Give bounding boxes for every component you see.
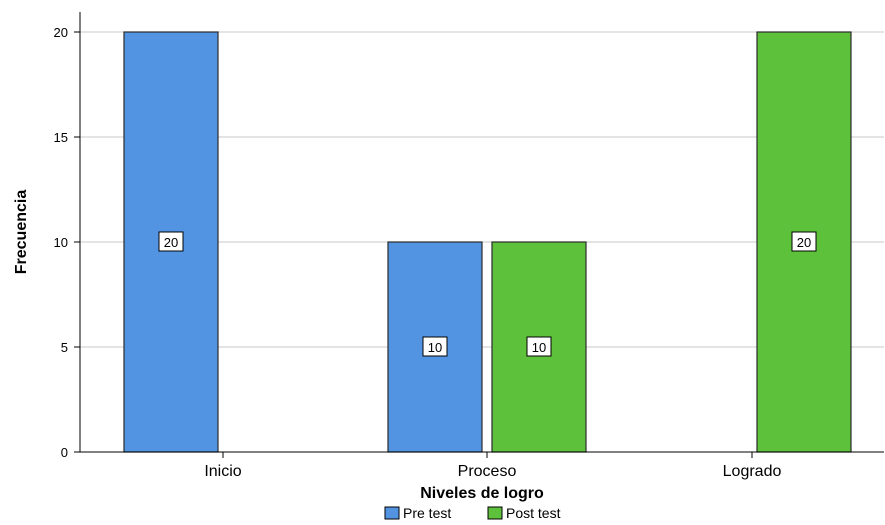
data-label-box bbox=[422, 336, 448, 357]
legend-label-post-test: Post test bbox=[506, 505, 561, 521]
data-labels: 20 10 10 20 bbox=[158, 231, 817, 357]
data-label-box bbox=[158, 231, 184, 252]
x-axis-title: Niveles de logro bbox=[420, 485, 544, 502]
data-label-box bbox=[791, 231, 817, 252]
data-label: 10 bbox=[428, 340, 442, 355]
y-tick-label: 20 bbox=[54, 25, 68, 40]
data-label-box bbox=[526, 336, 552, 357]
legend-swatch-post-test bbox=[487, 506, 503, 520]
x-tick-label: Proceso bbox=[458, 463, 517, 480]
y-tick-label: 10 bbox=[54, 235, 68, 250]
y-tick-label: 5 bbox=[61, 340, 68, 355]
legend: Pre test Post test bbox=[384, 505, 561, 521]
x-tick-label: Logrado bbox=[723, 463, 782, 480]
y-tick-label: 0 bbox=[61, 445, 68, 460]
data-label: 20 bbox=[797, 235, 811, 250]
x-tick-label: Inicio bbox=[204, 463, 241, 480]
legend-swatch-pre-test bbox=[384, 506, 400, 520]
axes: 0 5 10 15 20 Inicio Proceso Logrado bbox=[54, 12, 884, 480]
legend-label-pre-test: Pre test bbox=[403, 505, 451, 521]
data-label: 20 bbox=[164, 235, 178, 250]
y-tick-label: 15 bbox=[54, 130, 68, 145]
data-label: 10 bbox=[532, 340, 546, 355]
y-axis-title: Frecuencia bbox=[13, 190, 30, 275]
